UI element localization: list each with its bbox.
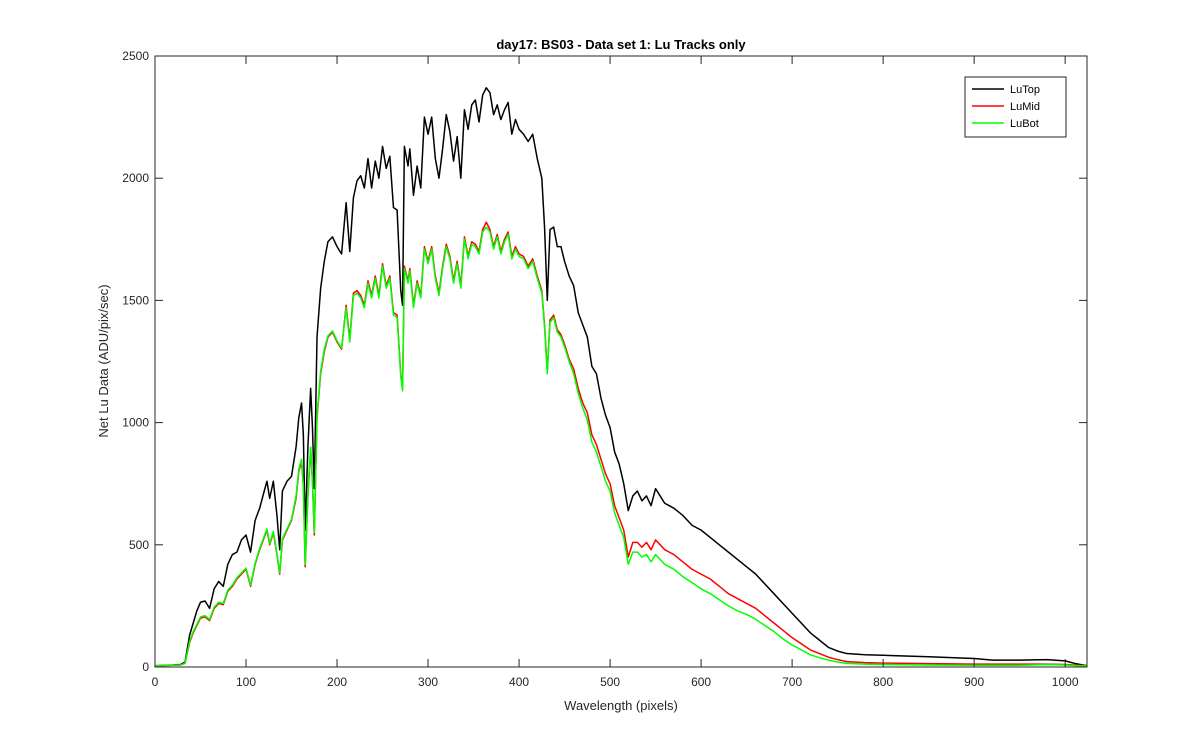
y-tick-label: 1000 — [122, 416, 149, 430]
y-tick-label: 2000 — [122, 171, 149, 185]
x-tick-label: 100 — [236, 675, 256, 689]
y-tick-label: 500 — [129, 538, 149, 552]
x-tick-label: 800 — [873, 675, 893, 689]
legend-box — [964, 76, 1067, 138]
legend-label-lutop: LuTop — [1010, 84, 1040, 96]
x-tick-label: 300 — [418, 675, 438, 689]
x-tick-label: 900 — [964, 675, 984, 689]
legend: LuTop LuMid LuBot — [964, 76, 1067, 138]
plot-frame — [154, 55, 1088, 668]
x-tick-label: 0 — [152, 675, 159, 689]
x-tick-label: 500 — [600, 675, 620, 689]
y-tick-label: 2500 — [122, 49, 149, 63]
series-layer — [154, 87, 1088, 667]
x-axis: 0 100 200 300 400 500 600 700 800 900 1000 — [152, 56, 1079, 689]
x-tick-label: 700 — [782, 675, 802, 689]
y-axis: 0 500 1000 1500 2000 2500 — [122, 49, 1087, 674]
legend-label-lubot: LuBot — [1010, 118, 1039, 130]
y-tick-label: 1500 — [122, 293, 149, 307]
x-tick-label: 200 — [327, 675, 347, 689]
x-tick-label: 400 — [509, 675, 529, 689]
x-tick-label: 600 — [691, 675, 711, 689]
x-axis-title: Wavelength (pixels) — [564, 698, 678, 713]
y-axis-title: Net Lu Data (ADU/pix/sec) — [96, 284, 111, 437]
series-line-lubot — [154, 226, 1088, 667]
series-line-lutop — [154, 87, 1088, 667]
x-tick-label: 1000 — [1052, 675, 1079, 689]
plot-area — [155, 56, 1087, 667]
y-tick-label: 0 — [142, 660, 149, 674]
legend-label-lumid: LuMid — [1010, 101, 1040, 113]
chart-title: day17: BS03 - Data set 1: Lu Tracks only — [496, 37, 746, 52]
